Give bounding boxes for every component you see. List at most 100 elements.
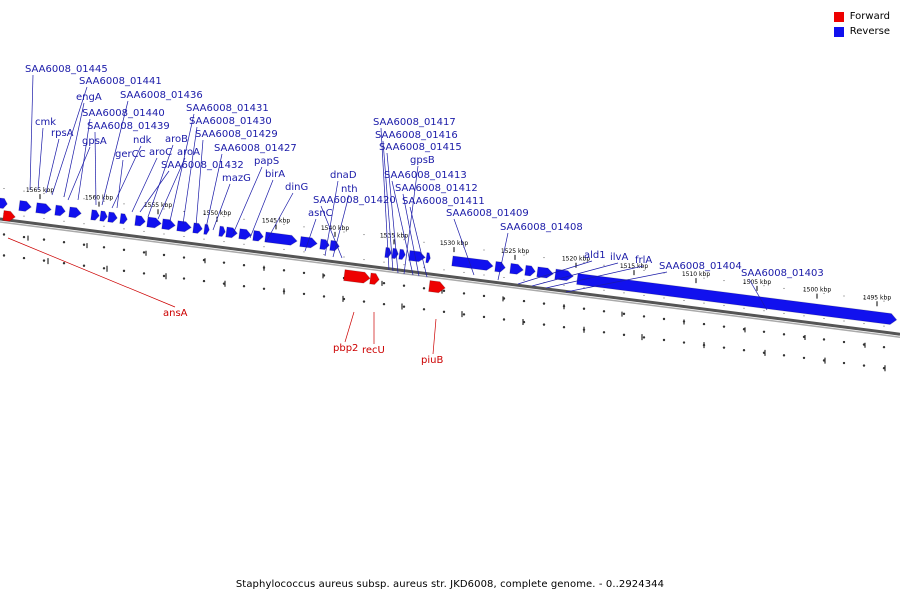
track-dot — [303, 226, 305, 228]
track-dot — [323, 253, 325, 255]
track-dot — [203, 238, 205, 240]
track-dot — [23, 215, 25, 217]
track-dot — [142, 272, 146, 275]
track-dot — [602, 310, 606, 313]
track-dot — [682, 320, 686, 323]
gene-label: pbp2 — [333, 343, 358, 354]
leader-line — [147, 144, 174, 218]
track-dot — [643, 269, 645, 271]
gene-arrow — [134, 214, 146, 227]
track-dot — [663, 297, 665, 299]
track-dot — [363, 234, 365, 236]
track-dot — [83, 223, 85, 225]
track-dot — [743, 282, 745, 284]
gene-label: SAA6008_01432 — [161, 160, 244, 171]
gene-arrow — [90, 209, 100, 221]
leader-line — [212, 183, 231, 231]
track-dot — [203, 213, 205, 215]
gene-label: papS — [254, 156, 279, 167]
kbp-tick-label: 1525 kbp — [501, 248, 529, 255]
leader-line — [517, 260, 593, 285]
kbp-tick-label: 1540 kbp — [321, 225, 349, 232]
track-dot — [302, 292, 306, 296]
track-dot — [662, 317, 666, 321]
track-dot — [22, 256, 26, 260]
track-dot — [223, 216, 225, 218]
track-dot — [123, 203, 125, 205]
track-dot — [722, 325, 726, 328]
leader-line — [409, 206, 428, 278]
leader-line — [195, 139, 204, 227]
track-dot — [843, 320, 845, 322]
track-dot — [422, 287, 426, 290]
gene-label: aroB — [165, 134, 188, 145]
track-dot — [823, 292, 825, 294]
gene-label: SAA6008_01415 — [379, 142, 462, 153]
track-dot — [502, 318, 506, 321]
track-dot — [802, 356, 806, 360]
kbp-tick-label: 1505 kbp — [743, 279, 771, 286]
leader-line — [169, 113, 195, 222]
dotted-track-layer — [2, 188, 886, 370]
leader-line — [324, 180, 339, 257]
track-dot — [643, 294, 645, 296]
gene-label: SAA6008_01412 — [395, 183, 478, 194]
track-dot — [782, 333, 786, 336]
leader-line — [344, 311, 355, 343]
gene-arrow — [451, 255, 494, 271]
gene-arrow — [225, 226, 238, 239]
legend-forward[interactable]: Forward — [833, 9, 890, 24]
track-dot — [122, 269, 126, 273]
gene-arrow — [319, 238, 330, 251]
gene-arrow — [54, 204, 66, 217]
track-dot — [42, 238, 46, 241]
track-dot — [882, 345, 886, 349]
leader-line — [391, 180, 414, 276]
gene-arrow — [35, 202, 53, 215]
track-dot — [862, 343, 866, 346]
track-dot — [483, 274, 485, 276]
track-dot — [742, 349, 746, 352]
track-dot — [382, 302, 386, 306]
leader-line — [37, 127, 44, 191]
leader-line — [249, 179, 274, 239]
leader-line — [111, 145, 142, 209]
track-dot — [583, 287, 585, 289]
track-dot — [123, 228, 125, 230]
gene-label: SAA6008_01404 — [659, 261, 742, 272]
gene-arrow — [18, 200, 32, 212]
track-dot — [563, 259, 565, 261]
track-dot — [162, 274, 166, 278]
track-dot — [722, 346, 726, 349]
leader-line — [497, 232, 509, 281]
track-dot — [343, 256, 345, 258]
track-dot — [443, 269, 445, 271]
track-dot — [842, 361, 846, 365]
gene-label: dnaD — [330, 170, 357, 181]
legend-reverse-label: Reverse — [849, 26, 890, 37]
track-dot — [102, 267, 106, 270]
track-dot — [723, 305, 725, 307]
gene-arrow — [2, 209, 16, 222]
track-dot — [182, 256, 186, 259]
gene-label: ansA — [163, 308, 188, 319]
gene-arrow — [0, 197, 8, 210]
gene-arrow — [203, 223, 210, 236]
track-dot — [442, 310, 446, 314]
track-dot — [102, 246, 106, 249]
track-dot — [303, 251, 305, 253]
leader-line — [565, 271, 668, 293]
gene-label: SAA6008_01431 — [186, 103, 269, 114]
track-dot — [783, 287, 785, 289]
legend-reverse[interactable]: Reverse — [833, 24, 890, 39]
track-dot — [662, 338, 666, 342]
track-dot — [783, 312, 785, 314]
track-dot — [482, 315, 486, 319]
gene-arrow — [343, 269, 371, 284]
track-dot — [703, 302, 705, 304]
track-dot — [3, 188, 5, 190]
track-dot — [163, 208, 165, 210]
leader-line — [748, 278, 768, 311]
leader-line — [432, 318, 437, 355]
